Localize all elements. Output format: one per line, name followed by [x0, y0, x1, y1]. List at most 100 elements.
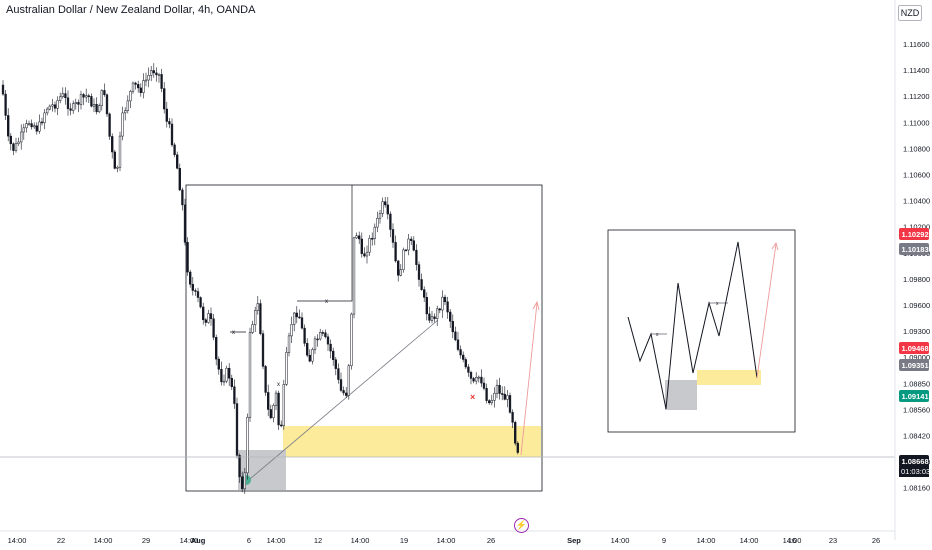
candle-body	[61, 93, 64, 98]
entry-marker	[241, 475, 251, 485]
candle	[495, 379, 499, 399]
price-tick-label: 1.11000	[903, 118, 930, 127]
candle	[69, 103, 72, 116]
schematic-bos-marker: x	[716, 301, 719, 307]
candle-body	[495, 384, 499, 394]
candle	[373, 223, 376, 246]
candle	[397, 259, 400, 282]
candle-body	[347, 365, 350, 396]
candle	[485, 383, 488, 404]
candle	[155, 67, 158, 82]
candle-body	[433, 316, 436, 319]
price-badge-label: 1.10183	[902, 245, 929, 254]
candle-body	[92, 104, 96, 107]
candle-body	[116, 166, 119, 169]
candle	[251, 320, 254, 335]
candle	[108, 112, 111, 140]
price-badge-bg	[899, 455, 929, 467]
candle-body	[150, 70, 153, 76]
candle	[212, 314, 215, 341]
candle-body	[17, 141, 20, 144]
lightning-icon[interactable]: ⚡	[514, 518, 529, 533]
candle	[22, 123, 25, 140]
schematic-grey-zone	[665, 380, 697, 410]
candle-body	[488, 400, 491, 404]
candle	[282, 379, 285, 430]
candle	[163, 82, 166, 114]
candle-body	[233, 386, 236, 404]
candle	[508, 392, 512, 414]
candle-body	[168, 121, 171, 125]
price-tick-label: 1.08850	[903, 379, 930, 388]
candle-body	[246, 416, 249, 474]
candle	[92, 98, 96, 113]
candle-body	[199, 297, 202, 308]
candle	[469, 370, 473, 385]
candle-body	[230, 377, 233, 388]
candle	[79, 90, 83, 110]
candle	[111, 133, 114, 159]
candle	[384, 197, 387, 208]
candle	[254, 306, 257, 333]
candle-body	[285, 352, 288, 385]
candle-body	[183, 204, 187, 243]
candle	[168, 117, 171, 129]
time-tick-label: 14:00	[351, 536, 370, 545]
candle	[378, 209, 382, 224]
candle	[441, 290, 444, 318]
candle-body	[417, 264, 421, 280]
candle	[319, 328, 322, 341]
candle	[9, 133, 12, 151]
candle-body	[215, 337, 218, 360]
candle	[290, 316, 293, 344]
candle-body	[272, 405, 275, 419]
candle	[451, 314, 454, 339]
candle	[233, 379, 236, 409]
candle	[72, 100, 75, 114]
candle-body	[212, 318, 215, 338]
currency-button[interactable]: NZD	[898, 5, 922, 21]
schematic-path	[627, 241, 758, 410]
time-tick-label: 29	[142, 536, 150, 545]
candle	[311, 347, 314, 365]
candle-body	[7, 115, 10, 137]
candle-body	[506, 395, 509, 400]
candle	[25, 119, 28, 133]
candle	[475, 372, 478, 385]
candle	[261, 330, 265, 370]
candle	[87, 93, 90, 103]
candle-body	[334, 359, 337, 369]
candle	[53, 101, 57, 113]
candle	[238, 453, 241, 483]
candle	[280, 420, 283, 428]
candle	[462, 351, 465, 363]
candle	[118, 131, 122, 172]
candle-body	[423, 289, 426, 298]
candle	[316, 334, 319, 347]
candle-body	[311, 349, 314, 362]
candle-body	[113, 151, 116, 169]
candle	[368, 235, 371, 256]
candle-body	[43, 112, 46, 124]
price-tick-label: 1.10400	[903, 197, 930, 206]
candle-body	[480, 376, 483, 384]
candle-body	[391, 229, 395, 243]
candle	[402, 247, 405, 273]
candle-body	[267, 392, 270, 410]
candle	[381, 197, 384, 218]
time-tick-label: 19	[400, 536, 408, 545]
candle	[415, 244, 418, 271]
candle-body	[118, 135, 122, 168]
candle-body	[35, 125, 38, 132]
candle	[98, 103, 101, 114]
candle-body	[415, 249, 418, 265]
candle-body	[365, 251, 369, 257]
candle	[412, 236, 415, 252]
candle	[456, 331, 460, 352]
candle-body	[425, 297, 428, 315]
candle-body	[355, 235, 358, 239]
candle-body	[90, 96, 93, 107]
candle	[189, 269, 192, 288]
candle-body	[407, 238, 410, 251]
